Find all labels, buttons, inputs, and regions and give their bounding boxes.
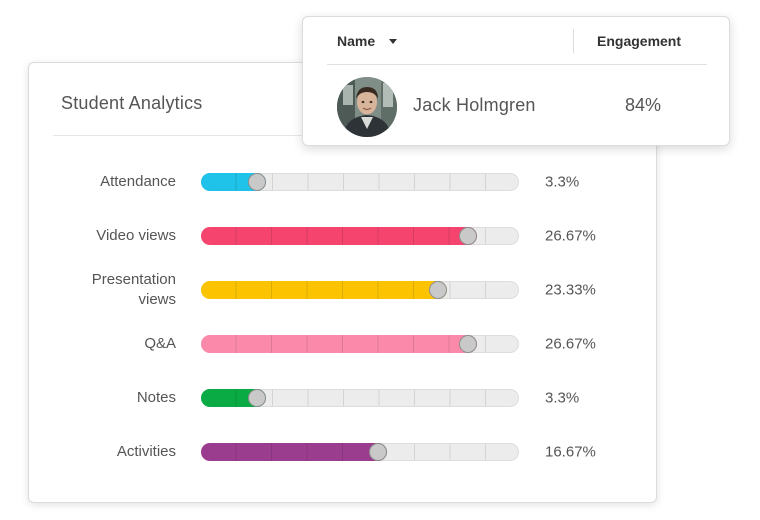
engagement-table-card: Name Engagement	[302, 16, 730, 146]
metric-track	[201, 389, 519, 407]
metric-row-attendance: Attendance 3.3%	[29, 162, 656, 202]
metric-handle[interactable]	[429, 281, 448, 299]
metric-handle[interactable]	[459, 227, 478, 245]
metric-value: 23.33%	[545, 281, 596, 299]
metric-row-video-views: Video views 26.67%	[29, 216, 656, 256]
metric-label: Attendance	[100, 173, 176, 190]
student-name[interactable]: Jack Holmgren	[413, 95, 536, 115]
metric-handle[interactable]	[368, 443, 387, 461]
metric-fill	[201, 443, 387, 461]
metric-label: Q&A	[144, 335, 176, 352]
analytics-title: Student Analytics	[61, 93, 203, 113]
metric-label: Video views	[96, 227, 176, 244]
caret-down-icon[interactable]	[389, 39, 397, 44]
metric-value: 3.3%	[545, 389, 580, 407]
metric-row-qa: Q&A 26.67%	[29, 324, 656, 364]
metric-row-presentation-views: Presentation views 23.33%	[29, 270, 656, 310]
metric-fill	[201, 227, 478, 245]
metric-fill	[201, 281, 448, 299]
metric-value: 16.67%	[545, 443, 596, 461]
metric-fill	[201, 335, 478, 353]
metric-label: Activities	[116, 443, 176, 460]
metric-label: Presentation views	[91, 271, 176, 308]
metric-track	[201, 227, 519, 245]
metric-ticks	[202, 174, 518, 190]
column-header-engagement[interactable]: Engagement	[597, 33, 682, 49]
column-separator	[573, 29, 574, 53]
student-engagement-value: 84%	[625, 95, 662, 115]
metric-handle[interactable]	[247, 389, 266, 407]
metric-label: Notes	[136, 389, 176, 406]
avatar[interactable]	[337, 77, 397, 137]
metric-handle[interactable]	[247, 173, 266, 191]
metric-row-activities: Activities 16.67%	[29, 432, 656, 472]
metric-ticks	[202, 390, 518, 406]
user-photo-avatar-icon	[337, 77, 397, 137]
metric-value: 26.67%	[545, 227, 596, 245]
metric-handle[interactable]	[459, 335, 478, 353]
column-header-name[interactable]: Name	[337, 33, 376, 49]
metric-value: 3.3%	[545, 173, 580, 191]
metric-track	[201, 335, 519, 353]
metric-track	[201, 281, 519, 299]
metric-row-notes: Notes 3.3%	[29, 378, 656, 418]
metric-value: 26.67%	[545, 335, 596, 353]
metric-track	[201, 173, 519, 191]
metric-track	[201, 443, 519, 461]
table-header-divider	[327, 64, 707, 65]
